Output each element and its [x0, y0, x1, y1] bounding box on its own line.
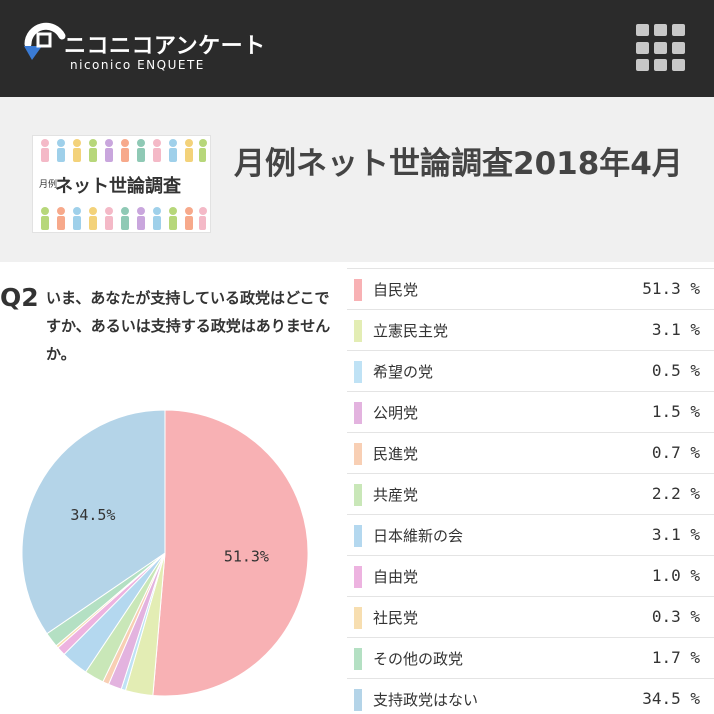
- party-percentage: 51.3 %: [642, 279, 700, 298]
- grid-dot: [654, 24, 667, 36]
- color-swatch: [354, 279, 362, 301]
- grid-dot: [636, 24, 649, 36]
- question-text: いま、あなたが支持している政党はどこですか、あるいは支持する政党はありませんか。: [46, 289, 331, 363]
- result-row: 民進党 0.7 %: [347, 432, 714, 473]
- result-row: 希望の党 0.5 %: [347, 350, 714, 391]
- party-percentage: 34.5 %: [642, 689, 700, 708]
- party-name: 公明党: [373, 404, 419, 422]
- grid-dot: [636, 59, 649, 72]
- result-row: その他の政党 1.7 %: [347, 637, 714, 678]
- party-percentage: 3.1 %: [651, 320, 700, 339]
- result-row: 支持政党はない 34.5 %: [347, 678, 714, 714]
- grid-dot: [636, 41, 649, 54]
- result-row: 公明党 1.5 %: [347, 391, 714, 432]
- color-swatch: [354, 525, 362, 547]
- color-swatch: [354, 607, 362, 629]
- grid-dot: [654, 41, 667, 54]
- party-name: 立憲民主党: [373, 322, 449, 340]
- result-row: 社民党 0.3 %: [347, 596, 714, 637]
- color-swatch: [354, 320, 362, 342]
- logo-japanese-text: ニコニコアンケート: [64, 34, 266, 59]
- niconico-enquete-logo[interactable]: ニコニコアンケート niconico ENQUETE: [20, 14, 265, 82]
- color-swatch: [354, 443, 362, 465]
- party-name: 共産党: [373, 486, 419, 504]
- color-swatch: [354, 484, 362, 506]
- people-row-icon: [41, 139, 207, 162]
- result-row: 自由党 1.0 %: [347, 555, 714, 596]
- pie-slice-11: [21, 409, 166, 635]
- grid-dot: [672, 24, 685, 36]
- people-row-icon: [41, 207, 207, 230]
- result-list: 自民党 51.3 % 立憲民主党 3.1 % 希望の党 0.5 % 公明党 1.5 % 民進党 0…: [347, 268, 714, 714]
- grid-dot: [672, 59, 685, 72]
- app-grid-menu-icon[interactable]: [636, 24, 686, 72]
- party-name: 日本維新の会: [373, 527, 464, 545]
- result-row: 共産党 2.2 %: [347, 473, 714, 514]
- party-name: 支持政党はない: [373, 691, 479, 709]
- party-percentage: 0.5 %: [651, 361, 700, 380]
- party-name: 自由党: [373, 568, 419, 586]
- grid-dot: [672, 41, 685, 54]
- pie-slice-1: [152, 409, 309, 697]
- party-percentage: 0.3 %: [651, 607, 700, 626]
- result-row: 立憲民主党 3.1 %: [347, 309, 714, 350]
- party-name: 社民党: [373, 609, 419, 627]
- result-row: 自民党 51.3 %: [347, 268, 714, 309]
- party-percentage: 3.1 %: [651, 525, 700, 544]
- logo-mark-icon: [24, 22, 66, 60]
- logo-english-text: niconico ENQUETE: [70, 58, 205, 72]
- banner-monthly-label: 月例: [39, 180, 58, 190]
- pie-slice-label: 51.3%: [224, 548, 269, 566]
- title-band: 月例 ネット世論調査 月例ネット世論調査2018年4月: [0, 97, 714, 262]
- grid-dot: [654, 59, 667, 72]
- party-percentage: 1.0 %: [651, 566, 700, 585]
- pie-chart: 51.3% 34.5%: [21, 409, 309, 697]
- party-percentage: 0.7 %: [651, 443, 700, 462]
- color-swatch: [354, 402, 362, 424]
- party-percentage: 2.2 %: [651, 484, 700, 503]
- party-name: 希望の党: [373, 363, 434, 381]
- party-name: その他の政党: [373, 650, 464, 668]
- banner-main-label: ネット世論調査: [55, 176, 181, 197]
- party-name: 自民党: [373, 281, 419, 299]
- result-row: 日本維新の会 3.1 %: [347, 514, 714, 555]
- party-percentage: 1.5 %: [651, 402, 700, 421]
- party-percentage: 1.7 %: [651, 648, 700, 667]
- color-swatch: [354, 566, 362, 588]
- question-number: Q2: [0, 283, 39, 312]
- party-name: 民進党: [373, 445, 419, 463]
- page-title: 月例ネット世論調査2018年4月: [234, 146, 683, 182]
- survey-banner-image: 月例 ネット世論調査: [32, 135, 211, 233]
- banner-text: 月例 ネット世論調査: [39, 168, 205, 202]
- color-swatch: [354, 689, 362, 711]
- color-swatch: [354, 648, 362, 670]
- color-swatch: [354, 361, 362, 383]
- top-bar: ニコニコアンケート niconico ENQUETE: [0, 0, 714, 97]
- pie-slice-label: 34.5%: [70, 506, 115, 524]
